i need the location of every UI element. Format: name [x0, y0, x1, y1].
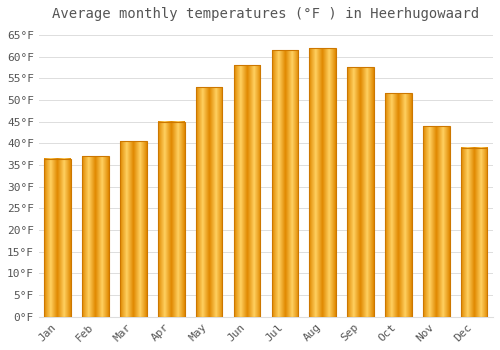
- Bar: [348, 68, 374, 317]
- Bar: [44, 159, 71, 317]
- Bar: [120, 141, 146, 317]
- Title: Average monthly temperatures (°F ) in Heerhugowaard: Average monthly temperatures (°F ) in He…: [52, 7, 480, 21]
- Bar: [310, 48, 336, 317]
- Bar: [385, 93, 411, 317]
- Bar: [234, 65, 260, 317]
- Bar: [158, 122, 184, 317]
- Bar: [82, 156, 109, 317]
- Bar: [423, 126, 450, 317]
- Bar: [196, 87, 222, 317]
- Bar: [461, 148, 487, 317]
- Bar: [272, 50, 298, 317]
